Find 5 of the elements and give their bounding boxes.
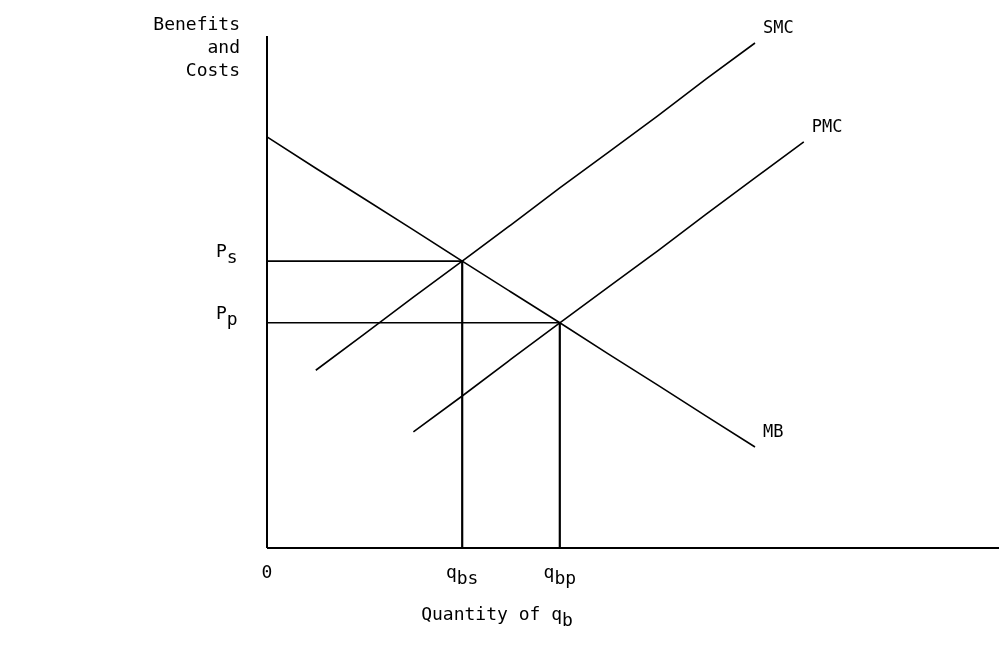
y-axis-title: Benefits and Costs [153, 13, 240, 80]
x-tick-label: 0 [261, 561, 273, 582]
series-label: MB [763, 421, 784, 441]
series-label: PMC [811, 115, 843, 136]
series-label: SMC [763, 17, 794, 37]
